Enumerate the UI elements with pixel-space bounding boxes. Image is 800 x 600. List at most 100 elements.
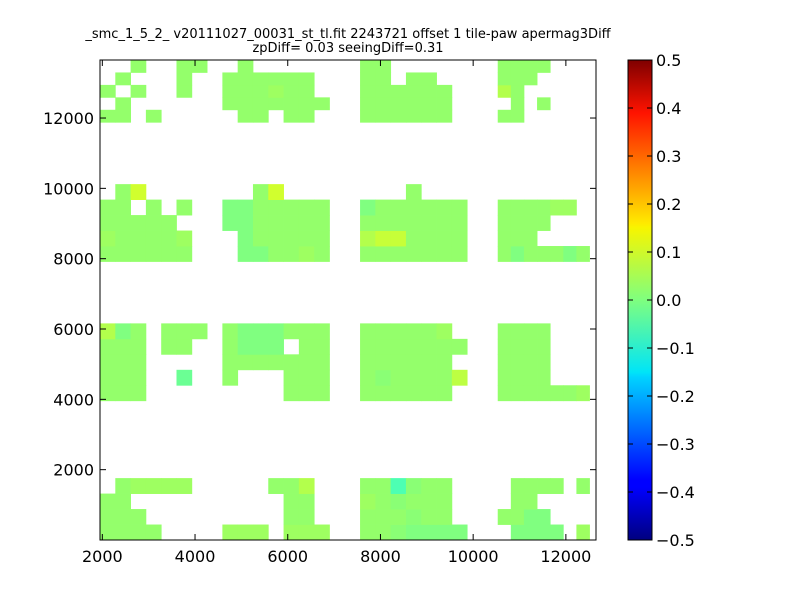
heatmap-cell: [523, 478, 538, 494]
heatmap-cell: [390, 493, 407, 510]
heatmap-cell: [314, 230, 330, 247]
heatmap-cell: [298, 84, 315, 98]
heatmap-cell: [375, 84, 392, 98]
heatmap-cell: [497, 509, 512, 525]
heatmap-cell: [523, 338, 538, 355]
heatmap-cell: [237, 97, 254, 111]
heatmap-cell: [510, 509, 525, 525]
heatmap-cell: [283, 84, 300, 98]
heatmap-cell: [130, 246, 147, 262]
heatmap-cell: [360, 369, 376, 386]
heatmap-cell: [100, 509, 116, 525]
heatmap-cell: [100, 246, 116, 262]
heatmap-cell: [421, 72, 437, 86]
heatmap-cell: [497, 230, 512, 247]
heatmap-cell: [115, 478, 131, 494]
heatmap-cell: [161, 338, 177, 355]
heatmap-cell: [130, 60, 147, 73]
y-tick-label: 10000: [43, 179, 94, 198]
heatmap-cell: [563, 246, 577, 262]
heatmap-cell: [390, 230, 407, 247]
colorbar-tick-label: 0.3: [656, 147, 681, 166]
heatmap-cell: [222, 338, 239, 355]
heatmap-cell: [222, 199, 239, 216]
heatmap-cell: [145, 524, 162, 541]
heatmap-cell: [537, 478, 551, 494]
heatmap-cell: [497, 246, 512, 262]
heatmap-cell: [191, 323, 208, 340]
heatmap-cell: [510, 72, 525, 86]
heatmap-cell: [436, 493, 453, 510]
heatmap-cell: [176, 60, 193, 73]
y-axis: 2000 4000 6000 8000 10000 12000: [43, 109, 596, 480]
heatmap-cell: [237, 354, 254, 371]
heatmap-cell: [537, 385, 551, 402]
heatmap-cell: [537, 524, 551, 541]
heatmap-cell: [421, 524, 437, 541]
heatmap-cell: [523, 230, 538, 247]
heatmap-cell: [252, 199, 269, 216]
heatmap-cell: [283, 509, 300, 525]
heatmap-cell: [252, 215, 269, 231]
heatmap-cell: [390, 385, 407, 402]
heatmap-cell: [222, 72, 239, 86]
heatmap-cell: [390, 109, 407, 123]
heatmap-cell: [405, 369, 422, 386]
heatmap-cell: [550, 524, 564, 541]
heatmap-cell: [390, 199, 407, 216]
heatmap-cell: [436, 338, 453, 355]
colorbar-tick-label: 0.1: [656, 243, 681, 262]
heatmap-cell: [375, 215, 392, 231]
heatmap-cell: [360, 478, 376, 494]
x-tick-label: 4000: [175, 547, 216, 566]
heatmap-cell: [550, 246, 564, 262]
heatmap-cell: [390, 354, 407, 371]
heatmap-cell: [268, 97, 284, 111]
heatmap-cell: [115, 184, 131, 200]
heatmap-cell: [510, 338, 525, 355]
heatmap-cell: [510, 323, 525, 340]
heatmap-cell: [268, 215, 284, 231]
x-tick-label: 8000: [360, 547, 401, 566]
heatmap-cell: [100, 493, 116, 510]
heatmap-cell: [222, 354, 239, 371]
y-tick-label: 4000: [53, 390, 94, 409]
y-tick-label: 6000: [53, 320, 94, 339]
heatmap-cell: [237, 199, 254, 216]
heatmap-cell: [523, 215, 538, 231]
heatmap-cell: [191, 60, 208, 73]
heatmap-cell: [298, 323, 315, 340]
heatmap-cell: [436, 354, 453, 371]
heatmap-cell: [360, 97, 376, 111]
heatmap-cell: [405, 338, 422, 355]
heatmap-cells: [100, 60, 590, 541]
heatmap-cell: [497, 215, 512, 231]
heatmap-cell: [283, 369, 300, 386]
heatmap-cell: [283, 493, 300, 510]
heatmap-cell: [563, 385, 577, 402]
heatmap-cell: [268, 230, 284, 247]
heatmap-cell: [510, 478, 525, 494]
heatmap-cell: [298, 215, 315, 231]
heatmap-cell: [436, 215, 453, 231]
heatmap-cell: [252, 338, 269, 355]
heatmap-cell: [283, 97, 300, 111]
heatmap-cell: [390, 246, 407, 262]
heatmap-cell: [268, 338, 284, 355]
heatmap-cell: [576, 478, 590, 494]
heatmap-cell: [161, 246, 177, 262]
heatmap-cell: [375, 354, 392, 371]
heatmap-cell: [298, 478, 315, 494]
heatmap-cell: [268, 199, 284, 216]
heatmap-cell: [576, 524, 590, 541]
heatmap-cell: [268, 246, 284, 262]
heatmap-cell: [100, 323, 116, 340]
heatmap-cell: [390, 524, 407, 541]
heatmap-cell: [550, 478, 564, 494]
heatmap-cell: [451, 369, 468, 386]
heatmap-cell: [405, 478, 422, 494]
heatmap-cell: [298, 524, 315, 541]
heatmap-cell: [375, 369, 392, 386]
heatmap-cell: [100, 338, 116, 355]
heatmap-cell: [436, 369, 453, 386]
